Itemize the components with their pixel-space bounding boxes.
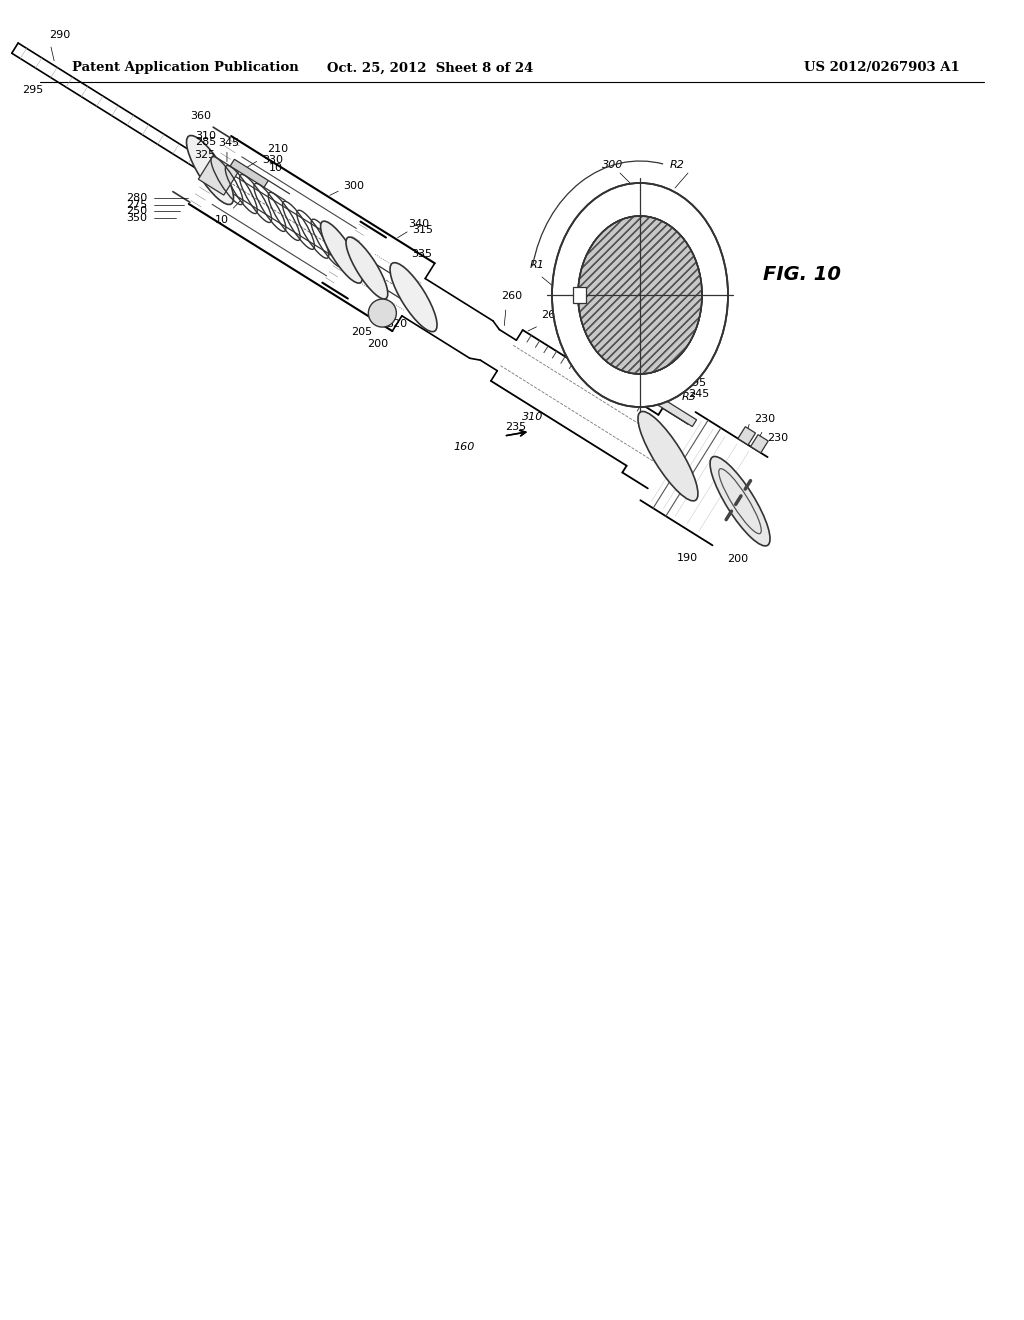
Ellipse shape [321, 222, 362, 282]
Text: 10: 10 [269, 162, 283, 173]
Polygon shape [199, 156, 239, 195]
Text: FIG. 9: FIG. 9 [645, 341, 699, 359]
Text: 340: 340 [409, 219, 429, 230]
Text: FIG. 10: FIG. 10 [763, 265, 841, 285]
Text: 300: 300 [343, 181, 365, 191]
Text: US 2012/0267903 A1: US 2012/0267903 A1 [804, 62, 961, 74]
Text: 280: 280 [126, 193, 147, 203]
Text: 275: 275 [126, 199, 147, 210]
Text: 260: 260 [501, 290, 522, 301]
Polygon shape [230, 160, 268, 187]
Text: 310: 310 [196, 131, 216, 141]
Text: R2: R2 [670, 160, 685, 170]
Text: 295: 295 [22, 86, 43, 95]
Text: 240: 240 [600, 348, 621, 359]
Text: 235: 235 [505, 422, 526, 433]
Text: R3: R3 [682, 392, 697, 403]
Text: 330: 330 [262, 154, 283, 165]
Text: 250: 250 [126, 206, 146, 216]
Text: 160: 160 [454, 442, 475, 453]
Text: R1: R1 [530, 260, 545, 271]
Text: 200: 200 [367, 339, 388, 350]
Ellipse shape [578, 216, 702, 374]
Ellipse shape [346, 238, 388, 300]
Text: 210: 210 [266, 144, 288, 154]
Ellipse shape [638, 412, 698, 500]
Text: Oct. 25, 2012  Sheet 8 of 24: Oct. 25, 2012 Sheet 8 of 24 [327, 62, 534, 74]
Text: 200: 200 [727, 554, 749, 564]
Text: 260: 260 [542, 310, 562, 319]
Text: 360: 360 [190, 111, 211, 121]
Polygon shape [578, 216, 702, 374]
Text: 300: 300 [602, 160, 624, 170]
Ellipse shape [710, 457, 770, 546]
Text: 10: 10 [215, 215, 229, 226]
Text: 335: 335 [412, 248, 432, 259]
Text: 290: 290 [49, 30, 71, 40]
Text: 190: 190 [677, 553, 698, 564]
Text: 195: 195 [686, 378, 708, 388]
Text: 205: 205 [351, 327, 372, 338]
Text: 230: 230 [754, 414, 775, 424]
Text: 315: 315 [413, 224, 433, 235]
Text: 245: 245 [688, 389, 709, 399]
Text: 345: 345 [218, 137, 240, 148]
Polygon shape [658, 399, 696, 426]
Text: 285: 285 [195, 137, 216, 148]
Text: 325: 325 [195, 150, 215, 160]
Polygon shape [738, 426, 756, 445]
Text: Patent Application Publication: Patent Application Publication [72, 62, 299, 74]
Text: 310: 310 [522, 412, 544, 422]
Ellipse shape [390, 263, 437, 331]
Polygon shape [573, 286, 586, 304]
Polygon shape [751, 434, 768, 453]
Ellipse shape [186, 136, 233, 205]
Text: 320: 320 [386, 319, 408, 329]
Text: 350: 350 [126, 213, 146, 223]
Text: 230: 230 [767, 433, 788, 444]
Ellipse shape [552, 183, 728, 407]
Ellipse shape [369, 300, 396, 327]
